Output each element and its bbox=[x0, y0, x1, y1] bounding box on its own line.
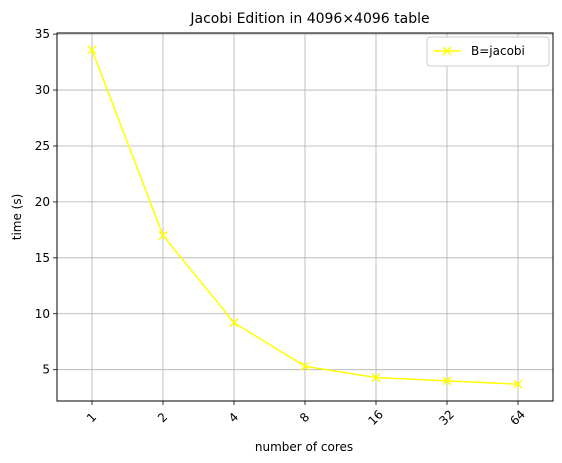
y-axis-label: time (s) bbox=[10, 194, 24, 241]
data-point bbox=[229, 318, 239, 328]
y-tick-label: 35 bbox=[35, 27, 50, 41]
data-point bbox=[371, 372, 381, 383]
x-tick-label: 4 bbox=[226, 410, 241, 425]
x-tick-label: 1 bbox=[84, 410, 99, 425]
x-tick-label: 32 bbox=[436, 407, 457, 428]
legend-marker-icon bbox=[442, 46, 452, 56]
y-tick-label: 10 bbox=[35, 307, 50, 321]
grid-lines bbox=[57, 33, 553, 401]
legend-label: B=jacobi bbox=[471, 44, 525, 58]
chart-title: Jacobi Edition in 4096×4096 table bbox=[189, 11, 429, 27]
x-tick-label: 16 bbox=[365, 407, 386, 428]
x-tick-label: 64 bbox=[507, 407, 528, 428]
legend-box bbox=[426, 36, 550, 67]
legend: B=jacobi bbox=[426, 36, 550, 67]
x-axis-label: number of cores bbox=[255, 440, 353, 454]
y-axis-ticks: 5 10 15 20 25 30 35 bbox=[35, 27, 57, 377]
x-axis-ticks: 1 2 4 8 16 32 64 bbox=[84, 401, 528, 428]
legend-x-marker bbox=[442, 46, 452, 56]
y-tick-label: 5 bbox=[42, 363, 50, 377]
y-tick-label: 25 bbox=[35, 139, 50, 153]
y-tick-label: 30 bbox=[35, 83, 50, 97]
y-tick-label: 20 bbox=[35, 195, 50, 209]
x-tick-label: 2 bbox=[155, 410, 170, 425]
y-tick-label: 15 bbox=[35, 251, 50, 265]
data-point bbox=[513, 379, 523, 389]
x-tick-label: 8 bbox=[297, 410, 312, 425]
data-point bbox=[442, 376, 452, 386]
series-group bbox=[87, 45, 523, 389]
data-point bbox=[158, 230, 168, 240]
data-point bbox=[300, 361, 310, 371]
data-point bbox=[87, 45, 97, 55]
